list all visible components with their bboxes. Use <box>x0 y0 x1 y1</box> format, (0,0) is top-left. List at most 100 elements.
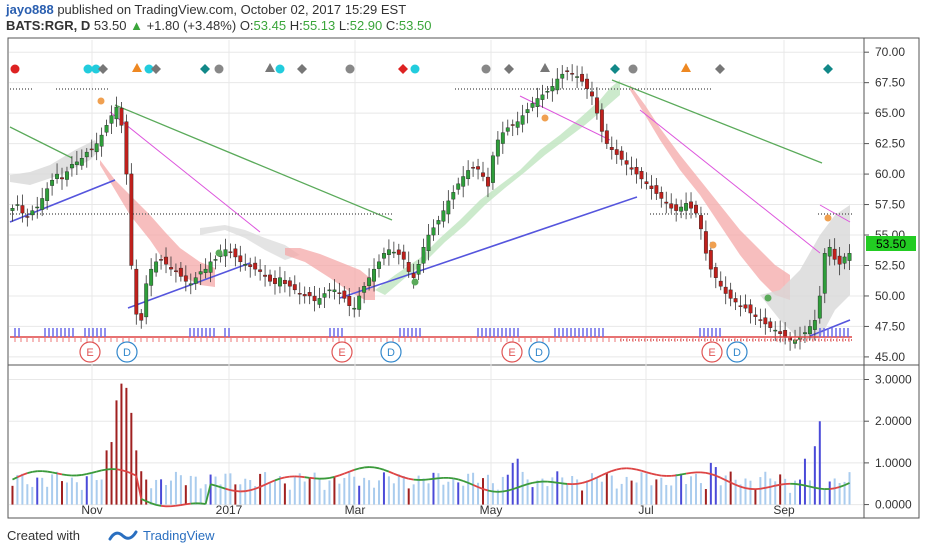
oscillator-segment <box>780 483 786 486</box>
oscillator-segment <box>81 473 87 476</box>
earnings-marker[interactable] <box>79 341 101 363</box>
oscillator-segment <box>552 481 558 484</box>
candle-body <box>560 73 565 79</box>
oscillator-segment <box>453 477 459 481</box>
candle-body <box>505 127 510 132</box>
oscillator-segment <box>180 503 186 506</box>
username-link[interactable]: jayo888 <box>6 2 54 17</box>
oscillator-segment <box>249 487 256 492</box>
candle-body <box>758 319 763 321</box>
candle-body <box>268 274 272 282</box>
signal-diamond <box>610 64 620 74</box>
candle-body <box>233 248 238 258</box>
candles <box>10 64 852 351</box>
oscillator-segment <box>86 471 92 475</box>
oscillator-segment <box>348 469 355 473</box>
earnings-marker[interactable] <box>701 341 723 363</box>
candle-body <box>391 251 396 254</box>
open-value: 53.45 <box>253 18 287 33</box>
dividend-marker[interactable] <box>380 341 402 363</box>
candle-body <box>396 249 401 255</box>
signal-dot <box>824 214 832 222</box>
candle-body <box>525 109 530 113</box>
oscillator-segment <box>150 502 157 506</box>
oscillator-segment <box>765 485 771 489</box>
signal-diamond <box>200 64 210 74</box>
candle-body <box>451 192 456 200</box>
signal-circle <box>628 64 638 74</box>
candle-body <box>307 292 312 297</box>
signal-triangle <box>132 63 142 72</box>
candle-body <box>669 203 674 209</box>
oscillator-segment <box>284 475 290 479</box>
red-band-feb <box>285 248 375 300</box>
tradingview-logo-icon[interactable] <box>108 527 138 545</box>
oscillator-segment <box>135 475 143 500</box>
earnings-marker[interactable] <box>501 341 523 363</box>
high-value: 55.13 <box>302 18 336 33</box>
oscillator-segment <box>814 486 820 490</box>
oscillator-segment <box>705 471 712 475</box>
oscillator-segment <box>91 470 97 474</box>
oscillator-segment <box>121 469 127 473</box>
blue-trendline-4 <box>809 319 851 337</box>
oscillator-segment <box>646 471 652 475</box>
oscillator-segment <box>775 483 781 487</box>
price-tick-label: 67.50 <box>875 76 905 90</box>
oscillator-segment <box>611 468 617 472</box>
candle-body <box>134 268 139 315</box>
dividend-marker[interactable] <box>726 341 748 363</box>
candle-body <box>35 206 40 209</box>
candle-body <box>312 295 317 302</box>
candle-body <box>570 73 575 75</box>
event-marker-label: D <box>123 347 131 359</box>
candle-body <box>773 329 778 332</box>
price-tick-label: 57.50 <box>875 198 905 212</box>
green-band-spring <box>375 80 620 295</box>
oscillator-segment <box>130 472 137 477</box>
oscillator-segment <box>339 472 345 477</box>
oscillator-segment <box>522 483 528 487</box>
candle-body <box>173 270 178 272</box>
oscillator-segment <box>185 502 191 506</box>
candle-body <box>228 251 233 253</box>
oscillator-segment <box>656 473 662 477</box>
oscillator-segment <box>477 486 484 490</box>
candle-body <box>807 326 812 335</box>
price-tick-label: 70.00 <box>875 45 905 59</box>
signal-dot <box>215 249 223 257</box>
candle-body <box>456 183 461 190</box>
time-tick-label: Nov <box>81 503 102 517</box>
price-tick-label: 60.00 <box>875 167 905 181</box>
tradingview-brand[interactable]: TradingView <box>143 528 215 543</box>
signal-circle <box>10 64 20 74</box>
open-label: O: <box>239 18 254 33</box>
candle-body <box>347 296 352 306</box>
earnings-marker[interactable] <box>331 341 353 363</box>
low-label: L: <box>338 18 350 33</box>
grey-band-nov <box>10 140 100 185</box>
candle-body <box>842 256 847 264</box>
oscillator-segment <box>745 487 751 490</box>
price-change: +1.80 (+3.48%) <box>146 18 237 33</box>
oscillator-segment <box>264 481 271 486</box>
candle-body <box>198 271 203 275</box>
candle-body <box>609 147 614 150</box>
footer: Created with TradingView <box>0 522 932 550</box>
candle-body <box>382 253 386 259</box>
candle-body <box>109 115 114 124</box>
oscillator-segment <box>685 471 692 475</box>
green-trendline-1 <box>9 126 73 159</box>
oscillator-segment <box>562 482 568 485</box>
candle-body <box>208 261 213 273</box>
dividend-marker[interactable] <box>116 341 138 363</box>
candle-body <box>287 280 292 287</box>
dividend-marker[interactable] <box>528 341 550 363</box>
oscillator-segment <box>304 476 310 479</box>
candle-body <box>149 268 154 286</box>
candle-body <box>45 188 50 201</box>
candle-body <box>674 204 679 211</box>
candle-body <box>421 247 426 264</box>
oscillator-segment <box>145 500 152 505</box>
